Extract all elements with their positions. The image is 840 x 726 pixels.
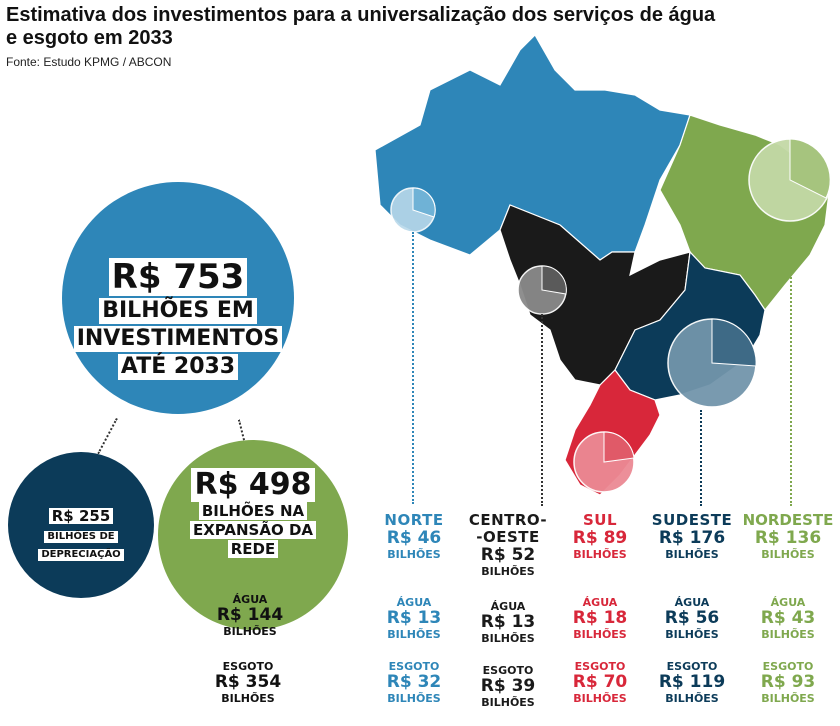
region-agua-unit: BILHÕES [481,632,535,645]
expansion-agua-value: R$ 144 [216,605,284,625]
leader-centro-oeste [541,314,543,506]
region-esgoto-unit: BILHÕES [481,696,535,709]
expansion-esgoto-block: ESGOTO R$ 354 BILHÕES [198,660,298,705]
region-agua-value: R$ 56 [664,608,720,628]
depreciation-line1: BILHÕES DE [44,531,118,543]
depreciation-circle [8,452,154,598]
source-note: Fonte: Estudo KPMG / ABCON [6,55,172,69]
expansion-text: R$ 498 BILHÕES NA EXPANSÃO DA REDE [158,468,348,559]
expansion-esgoto-value: R$ 354 [214,672,282,692]
region-column-centro-oeste: CENTRO- -OESTE R$ 52 BILHÕES ÁGUA R$ 13 … [463,512,553,722]
total-investment-line2: INVESTIMENTOS [73,326,283,352]
region-total: R$ 52 [480,545,536,565]
region-total-unit: BILHÕES [761,548,815,561]
region-esgoto-label: ESGOTO [666,660,718,673]
region-esgoto-value: R$ 93 [760,672,816,692]
leader-nordeste [790,222,792,506]
brazil-regions-map [374,34,832,496]
region-esgoto-value: R$ 39 [480,676,536,696]
depreciation-line2: DEPRECIAÇÃO [38,549,124,561]
region-agua-unit: BILHÕES [573,628,627,641]
region-agua-value: R$ 43 [760,608,816,628]
expansion-agua-label: ÁGUA [232,593,268,606]
region-esgoto-value: R$ 32 [386,672,442,692]
region-esgoto-label: ESGOTO [762,660,814,673]
total-investment-line1: BILHÕES EM [99,298,257,324]
depreciation-value: R$ 255 [48,508,114,524]
region-total-unit: BILHÕES [665,548,719,561]
region-esgoto-unit: BILHÕES [665,692,719,705]
region-esgoto-value: R$ 119 [658,672,726,692]
region-esgoto-unit: BILHÕES [761,692,815,705]
expansion-line3: REDE [227,540,279,558]
region-agua-label: ÁGUA [582,596,618,609]
expansion-value: R$ 498 [191,468,315,502]
region-agua-label: ÁGUA [770,596,806,609]
region-total-unit: BILHÕES [387,548,441,561]
expansion-line1: BILHÕES NA [198,502,308,520]
region-name: CENTRO- [468,511,548,529]
region-name: NORTE [384,511,444,529]
total-investment-line3: ATÉ 2033 [117,354,239,380]
region-total: R$ 136 [754,528,822,548]
expansion-agua-unit: BILHÕES [223,625,277,638]
region-name-line2: -OESTE [476,528,540,546]
region-name: NORDESTE [742,511,834,529]
region-name: SUDESTE [651,511,733,529]
expansion-esgoto-label: ESGOTO [222,660,274,673]
region-esgoto-label: ESGOTO [574,660,626,673]
page-title: Estimativa dos investimentos para a univ… [6,4,716,49]
region-esgoto-label: ESGOTO [482,664,534,677]
region-column-nordeste: NORDESTE R$ 136 BILHÕES ÁGUA R$ 43 BILHÕ… [740,512,836,722]
pie-sudeste [667,318,757,408]
region-esgoto-label: ESGOTO [388,660,440,673]
region-total: R$ 46 [386,528,442,548]
total-investment-text: R$ 753 BILHÕES EM INVESTIMENTOS ATÉ 2033 [62,258,294,380]
region-agua-label: ÁGUA [674,596,710,609]
region-esgoto-unit: BILHÕES [387,692,441,705]
region-column-norte: NORTE R$ 46 BILHÕES ÁGUA R$ 13 BILHÕES E… [369,512,459,722]
region-agua-unit: BILHÕES [665,628,719,641]
expansion-esgoto-unit: BILHÕES [221,692,275,705]
region-total-unit: BILHÕES [481,565,535,578]
region-esgoto-unit: BILHÕES [573,692,627,705]
leader-norte [412,232,414,504]
region-agua-unit: BILHÕES [761,628,815,641]
region-total: R$ 89 [572,528,628,548]
total-investment-value: R$ 753 [108,258,248,296]
pie-nordeste [748,138,832,222]
region-total-unit: BILHÕES [573,548,627,561]
leader-sudeste [700,410,702,506]
region-agua-unit: BILHÕES [387,628,441,641]
pie-norte [390,187,436,233]
region-total: R$ 176 [658,528,726,548]
expansion-line2: EXPANSÃO DA [189,521,317,539]
depreciation-text: R$ 255 BILHÕES DE DEPRECIAÇÃO [8,508,154,562]
pie-centro-oeste [517,265,567,315]
region-agua-value: R$ 13 [480,612,536,632]
expansion-agua-block: ÁGUA R$ 144 BILHÕES [200,593,300,638]
region-agua-value: R$ 13 [386,608,442,628]
region-column-sudeste: SUDESTE R$ 176 BILHÕES ÁGUA R$ 56 BILHÕE… [647,512,737,722]
pie-sul [573,431,635,493]
region-agua-label: ÁGUA [396,596,432,609]
region-name: SUL [582,511,618,529]
region-agua-label: ÁGUA [490,600,526,613]
connector-dots-depreciation [97,418,118,455]
region-agua-value: R$ 18 [572,608,628,628]
region-column-sul: SUL R$ 89 BILHÕES ÁGUA R$ 18 BILHÕES ESG… [555,512,645,722]
region-esgoto-value: R$ 70 [572,672,628,692]
